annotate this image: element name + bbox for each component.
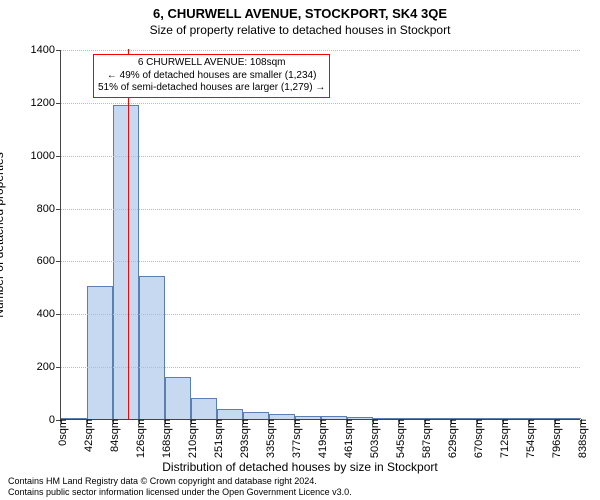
x-tick-label: 587sqm bbox=[417, 419, 433, 458]
plot-area: 6 CHURWELL AVENUE: 108sqm ← 49% of detac… bbox=[60, 50, 580, 420]
x-tick-label: 754sqm bbox=[521, 419, 537, 458]
x-tick-label: 629sqm bbox=[443, 419, 459, 458]
bars-layer bbox=[61, 50, 580, 419]
title-sub: Size of property relative to detached ho… bbox=[0, 21, 600, 37]
histogram-bar bbox=[139, 276, 165, 419]
x-tick-label: 503sqm bbox=[365, 419, 381, 458]
annotation-line2: ← 49% of detached houses are smaller (1,… bbox=[98, 70, 325, 83]
x-tick-label: 251sqm bbox=[209, 419, 225, 458]
x-tick-label: 42sqm bbox=[79, 419, 95, 452]
grid-line bbox=[61, 50, 580, 51]
histogram-bar bbox=[191, 398, 216, 419]
reference-marker bbox=[128, 49, 129, 419]
annotation-line1: 6 CHURWELL AVENUE: 108sqm bbox=[98, 57, 325, 70]
footer-line2: Contains public sector information licen… bbox=[8, 487, 352, 498]
x-axis-label: Distribution of detached houses by size … bbox=[0, 460, 600, 474]
y-tick-label: 800 bbox=[37, 203, 61, 215]
histogram-bar bbox=[165, 377, 191, 419]
x-tick-label: 293sqm bbox=[235, 419, 251, 458]
x-tick-label: 670sqm bbox=[469, 419, 485, 458]
y-tick-label: 1400 bbox=[31, 44, 61, 56]
x-tick-label: 335sqm bbox=[261, 419, 277, 458]
title-main: 6, CHURWELL AVENUE, STOCKPORT, SK4 3QE bbox=[0, 0, 600, 21]
x-tick-label: 545sqm bbox=[391, 419, 407, 458]
histogram-bar bbox=[87, 286, 113, 419]
y-tick-label: 200 bbox=[37, 361, 61, 373]
x-tick-label: 796sqm bbox=[547, 419, 563, 458]
y-tick-label: 600 bbox=[37, 255, 61, 267]
x-tick-label: 84sqm bbox=[105, 419, 121, 452]
grid-line bbox=[61, 261, 580, 262]
y-axis-label: Number of detached properties bbox=[0, 152, 6, 317]
x-tick-label: 461sqm bbox=[339, 419, 355, 458]
grid-line bbox=[61, 156, 580, 157]
grid-line bbox=[61, 314, 580, 315]
y-tick-label: 400 bbox=[37, 308, 61, 320]
x-tick-label: 210sqm bbox=[183, 419, 199, 458]
histogram-bar bbox=[217, 409, 243, 419]
grid-line bbox=[61, 209, 580, 210]
x-tick-label: 168sqm bbox=[157, 419, 173, 458]
x-tick-label: 838sqm bbox=[573, 419, 589, 458]
x-tick-label: 419sqm bbox=[313, 419, 329, 458]
footer: Contains HM Land Registry data © Crown c… bbox=[8, 476, 352, 498]
x-tick-label: 377sqm bbox=[287, 419, 303, 458]
grid-line bbox=[61, 103, 580, 104]
x-tick-label: 0sqm bbox=[53, 419, 69, 446]
chart-container: 6, CHURWELL AVENUE, STOCKPORT, SK4 3QE S… bbox=[0, 0, 600, 500]
x-tick-label: 126sqm bbox=[131, 419, 147, 458]
y-tick-label: 1000 bbox=[31, 150, 61, 162]
footer-line1: Contains HM Land Registry data © Crown c… bbox=[8, 476, 352, 487]
grid-line bbox=[61, 367, 580, 368]
x-tick-label: 712sqm bbox=[495, 419, 511, 458]
annotation-box: 6 CHURWELL AVENUE: 108sqm ← 49% of detac… bbox=[93, 54, 330, 98]
histogram-bar bbox=[243, 412, 269, 419]
annotation-line3: 51% of semi-detached houses are larger (… bbox=[98, 82, 325, 95]
y-tick-label: 1200 bbox=[31, 97, 61, 109]
